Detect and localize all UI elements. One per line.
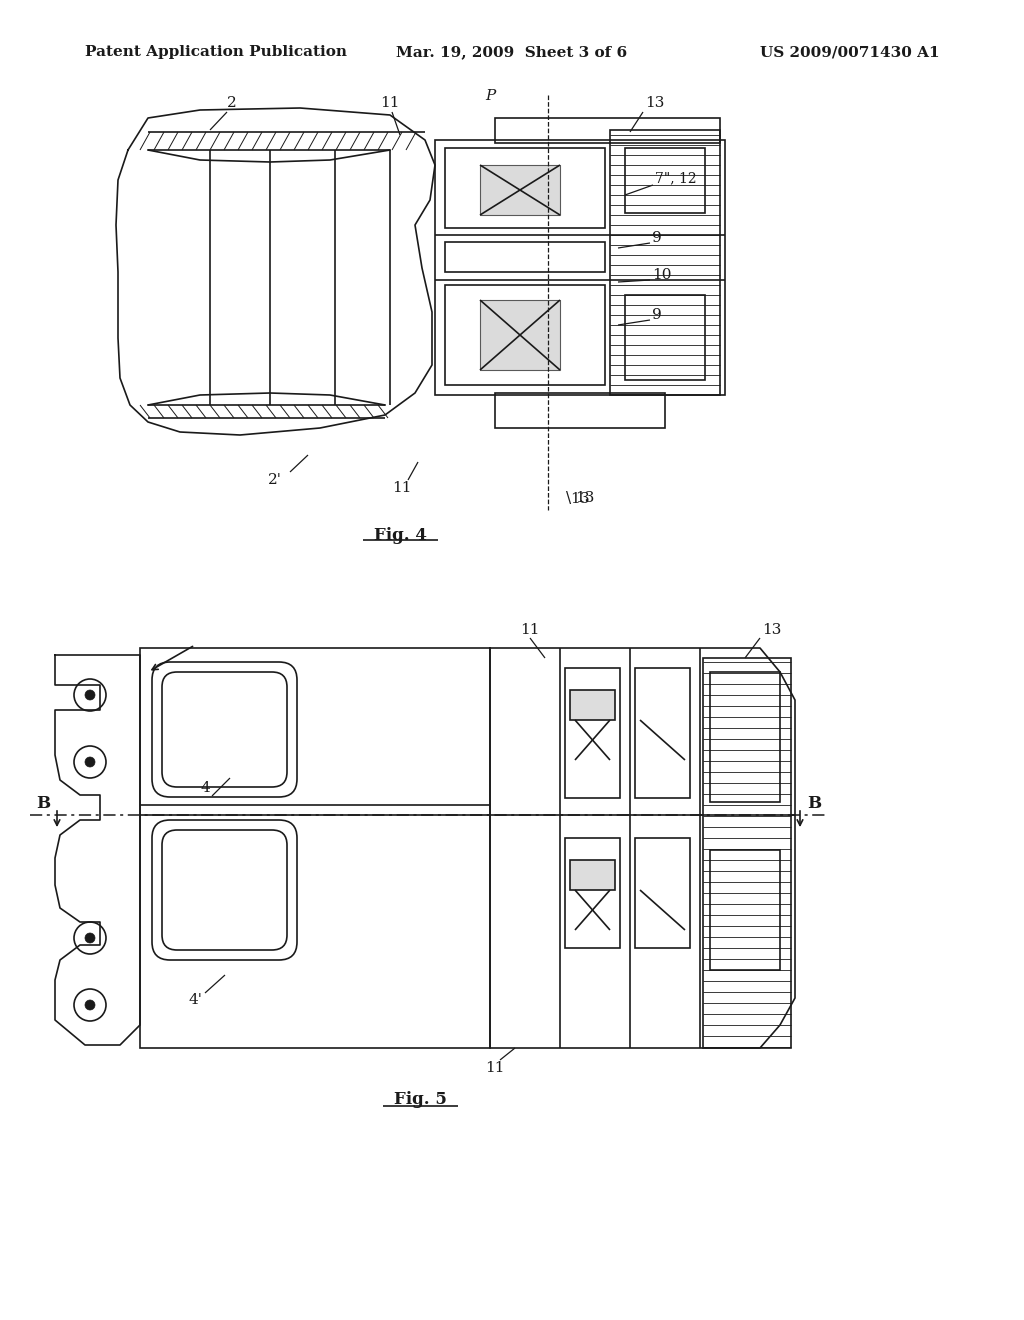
Polygon shape [480, 300, 560, 370]
Text: 13: 13 [762, 623, 781, 638]
Text: 11: 11 [485, 1061, 505, 1074]
Bar [570, 861, 615, 890]
Text: 7", 12: 7", 12 [655, 172, 696, 185]
Text: 4': 4' [188, 993, 202, 1007]
Bar [435, 140, 725, 395]
Text: Fig. 5: Fig. 5 [393, 1092, 446, 1109]
Text: 4: 4 [200, 781, 210, 795]
Text: $\backslash$13: $\backslash$13 [565, 490, 591, 507]
Bar [635, 838, 690, 948]
Text: 13: 13 [575, 491, 594, 506]
Bar [635, 668, 690, 799]
Circle shape [85, 1001, 95, 1010]
Polygon shape [480, 165, 560, 215]
Text: 9: 9 [652, 231, 662, 246]
Circle shape [85, 756, 95, 767]
Circle shape [85, 933, 95, 942]
Text: Mar. 19, 2009  Sheet 3 of 6: Mar. 19, 2009 Sheet 3 of 6 [396, 45, 628, 59]
Bar [445, 242, 605, 272]
Text: 13: 13 [645, 96, 665, 110]
Text: B: B [36, 795, 50, 812]
Text: 2': 2' [268, 473, 282, 487]
Bar [565, 838, 620, 948]
Text: 9: 9 [652, 308, 662, 322]
Text: 2: 2 [227, 96, 237, 110]
Text: US 2009/0071430 A1: US 2009/0071430 A1 [761, 45, 940, 59]
Bar [625, 294, 705, 380]
Circle shape [85, 690, 95, 700]
Bar [445, 285, 605, 385]
Text: P: P [485, 88, 496, 103]
Bar [625, 148, 705, 213]
Bar [495, 117, 720, 143]
Bar [703, 657, 791, 1048]
Bar [710, 850, 780, 970]
Text: 11: 11 [392, 480, 412, 495]
Bar [565, 668, 620, 799]
Bar [140, 648, 490, 1048]
Bar [610, 129, 720, 395]
Text: Fig. 4: Fig. 4 [374, 527, 426, 544]
Bar [445, 148, 605, 228]
Text: 10: 10 [652, 268, 672, 282]
Text: 11: 11 [520, 623, 540, 638]
Text: 11: 11 [380, 96, 399, 110]
Bar [710, 672, 780, 803]
Text: B: B [807, 795, 821, 812]
Bar [570, 690, 615, 719]
Bar [495, 393, 665, 428]
Text: Patent Application Publication: Patent Application Publication [85, 45, 347, 59]
